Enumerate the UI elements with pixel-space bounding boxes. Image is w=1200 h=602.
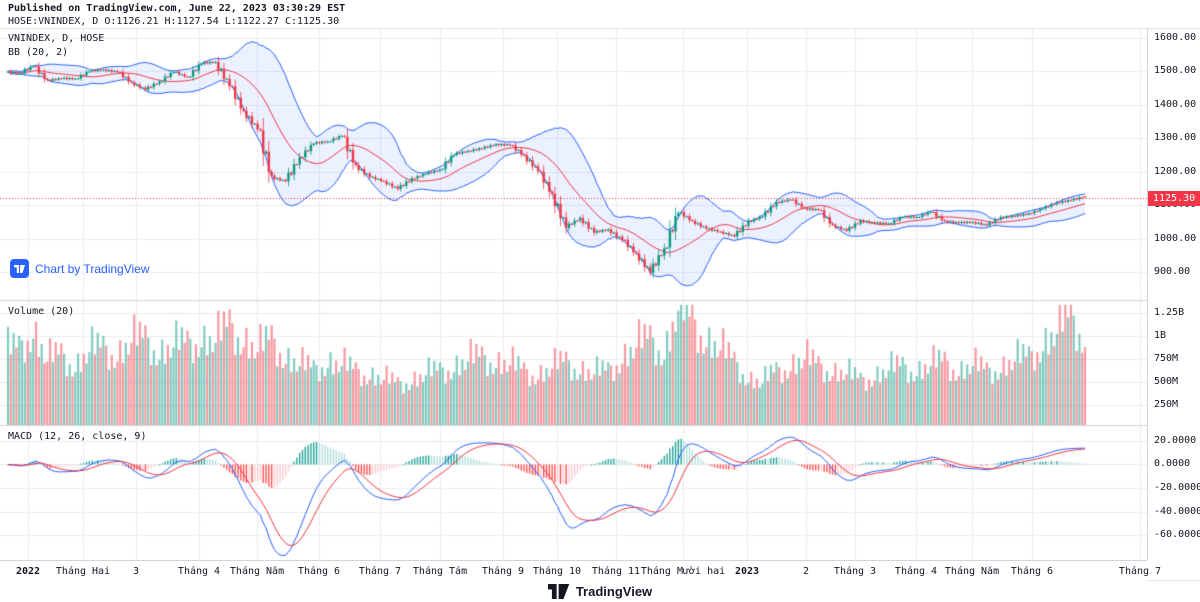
macd-legend: MACD (12, 26, close, 9) [8,431,147,442]
time-axis-label: 3 [132,566,140,577]
footer: TradingView [0,580,1200,602]
publish-info: Published on TradingView.com, June 22, 2… [8,3,346,14]
time-axis-label: Tháng 4 [177,566,221,577]
chart-canvas[interactable] [0,29,1147,560]
time-scale[interactable]: 2022 Tháng Hai 3 Tháng 4 Tháng Năm Tháng 6 Thá… [0,560,1161,581]
time-axis-label: Tháng 7 [1118,566,1162,577]
time-axis-label: 2 [802,566,810,577]
tradingview-logo-icon [547,584,570,599]
y-axis-label: 0.0000 [1154,458,1191,469]
tradingview-brand[interactable]: TradingView [547,584,653,599]
time-axis-label: Tháng Năm [944,566,1000,577]
chart-area: VNINDEX, D, HOSE BB (20, 2) Volume (20) … [0,28,1200,581]
time-axis-label: Tháng 7 [358,566,402,577]
time-axis-label: Tháng Tám [412,566,468,577]
y-axis-label: 1400.00 [1154,99,1197,110]
time-axis-label: Tháng Hai [55,566,111,577]
time-axis-label: Tháng 10 [532,566,582,577]
volume-legend: Volume (20) [8,306,75,317]
time-axis-label: Tháng 11 [591,566,641,577]
y-axis-label: 250M [1154,399,1179,410]
price-scale[interactable]: 1125.30 1600.00 1500.00 1400.00 1300.00 1200… [1147,29,1200,560]
y-axis-label: 1B [1154,330,1167,341]
time-axis-label: Tháng 6 [297,566,341,577]
y-axis-label: 1600.00 [1154,32,1197,43]
time-axis-label: Tháng Năm [229,566,285,577]
y-axis-label: 20.0000 [1154,435,1197,446]
brand-label: TradingView [575,584,653,599]
time-axis-label: Tháng 3 [833,566,877,577]
publish-header: Published on TradingView.com, June 22, 2… [8,2,345,28]
price-pane-legend: VNINDEX, D, HOSE [8,33,105,44]
y-axis-label: 1000.00 [1154,233,1197,244]
time-axis-label: Tháng Mười hai [640,566,726,577]
y-axis-label: -40.0000 [1154,506,1200,517]
y-axis-label: 1.25B [1154,307,1185,318]
time-axis-label: Tháng 9 [481,566,525,577]
tradingview-watermark-link[interactable]: Chart by TradingView [10,259,150,278]
y-axis-label: 1500.00 [1154,65,1197,76]
y-axis-label: 1300.00 [1154,132,1197,143]
symbol-ohlc-line: HOSE:VNINDEX, D O:1126.21 H:1127.54 L:11… [8,16,340,27]
bb-legend: BB (20, 2) [8,47,69,58]
watermark-label: Chart by TradingView [35,261,150,276]
y-axis-label: 500M [1154,376,1179,387]
y-axis-label: 1200.00 [1154,166,1197,177]
time-axis-label: 2023 [734,566,760,577]
time-axis-label: Tháng 4 [894,566,938,577]
y-axis-label: -60.0000 [1154,529,1200,540]
y-axis-label: 750M [1154,353,1179,364]
time-axis-label: 2022 [15,566,41,577]
last-price-badge: 1125.30 [1148,191,1200,206]
time-axis-label: Tháng 6 [1010,566,1054,577]
y-axis-label: -20.0000 [1154,482,1200,493]
y-axis-label: 900.00 [1154,266,1191,277]
tradingview-logo-icon [10,259,29,278]
